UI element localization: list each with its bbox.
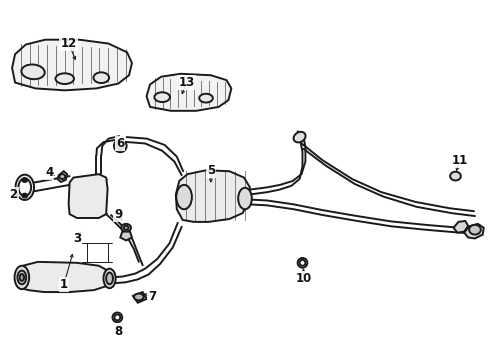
Text: 11: 11 [451,154,467,167]
Ellipse shape [113,312,122,322]
Ellipse shape [23,194,27,198]
Ellipse shape [294,132,306,143]
Ellipse shape [103,269,116,288]
Text: 10: 10 [295,272,312,285]
Polygon shape [133,292,147,303]
Ellipse shape [94,72,109,83]
Ellipse shape [106,273,113,284]
Polygon shape [57,171,67,182]
Ellipse shape [19,179,31,196]
Ellipse shape [114,140,126,152]
Text: 3: 3 [73,232,81,245]
Text: 4: 4 [45,166,53,179]
Polygon shape [12,40,132,90]
Text: 13: 13 [178,76,195,89]
Text: 8: 8 [114,324,122,338]
Text: 1: 1 [60,278,68,291]
Polygon shape [69,174,108,218]
Polygon shape [454,221,468,233]
Ellipse shape [450,172,461,180]
Ellipse shape [55,73,74,84]
Text: 6: 6 [116,137,124,150]
Ellipse shape [297,258,307,268]
Ellipse shape [121,224,131,231]
Ellipse shape [115,315,120,320]
Ellipse shape [59,174,65,179]
Ellipse shape [176,185,192,209]
Ellipse shape [199,94,213,103]
Ellipse shape [23,178,27,182]
Ellipse shape [15,266,29,289]
Text: 5: 5 [207,164,215,177]
Ellipse shape [123,226,128,230]
Ellipse shape [299,260,305,266]
Ellipse shape [16,175,34,200]
Ellipse shape [18,271,26,284]
Ellipse shape [117,142,124,149]
Polygon shape [17,262,111,292]
Polygon shape [147,74,231,111]
Text: 7: 7 [148,291,156,303]
Ellipse shape [22,64,45,79]
Ellipse shape [134,293,144,300]
Polygon shape [176,170,250,222]
Ellipse shape [469,225,481,235]
Ellipse shape [154,92,170,102]
Text: 9: 9 [114,208,122,221]
Text: 2: 2 [9,188,18,201]
Polygon shape [120,231,132,240]
Text: 12: 12 [60,37,77,50]
Polygon shape [464,224,484,238]
Ellipse shape [238,188,252,209]
Ellipse shape [20,274,24,281]
